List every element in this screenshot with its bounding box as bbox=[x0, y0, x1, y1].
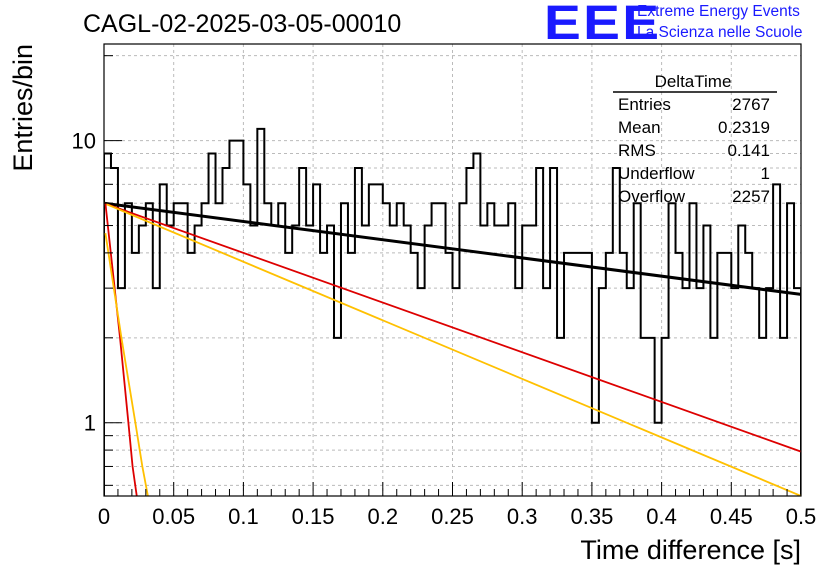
y-tick-label: 1 bbox=[84, 411, 96, 436]
y-tick-label: 10 bbox=[72, 129, 96, 154]
y-axis-label: Entries/bin bbox=[8, 44, 38, 172]
x-tick-label: 0.4 bbox=[646, 504, 677, 529]
fit-curve-1 bbox=[104, 202, 801, 453]
stats-value: 0.2319 bbox=[718, 118, 770, 137]
plot-area bbox=[104, 127, 801, 496]
chart-title: CAGL-02-2025-03-05-00010 bbox=[83, 10, 402, 38]
x-tick-label: 0.05 bbox=[152, 504, 195, 529]
x-tick-label: 0.2 bbox=[368, 504, 399, 529]
x-tick-label: 0.1 bbox=[228, 504, 259, 529]
x-tick-label: 0.45 bbox=[710, 504, 753, 529]
stats-label: Entries bbox=[618, 95, 671, 114]
logo-line-2: La Scienza nelle Scuole bbox=[637, 24, 803, 41]
x-tick-label: 0.15 bbox=[292, 504, 335, 529]
x-tick-label: 0 bbox=[98, 504, 110, 529]
x-axis-label: Time difference [s] bbox=[580, 535, 801, 565]
x-tick-label: 0.3 bbox=[507, 504, 538, 529]
fit-curve-4 bbox=[104, 232, 149, 496]
eee-logo: EEE bbox=[544, 0, 662, 50]
stats-value: 1 bbox=[761, 164, 770, 183]
logo-line-1: Extreme Energy Events bbox=[637, 3, 800, 20]
x-tick-label: 0.25 bbox=[431, 504, 474, 529]
stats-value: 2257 bbox=[732, 187, 770, 206]
axis-ticks bbox=[103, 55, 802, 496]
fit-curve-0 bbox=[104, 201, 801, 296]
stats-label: Mean bbox=[618, 118, 661, 137]
histogram-steps bbox=[104, 127, 801, 496]
stats-label: Overflow bbox=[618, 187, 686, 206]
stats-value: 0.141 bbox=[727, 141, 770, 160]
stats-title: DeltaTime bbox=[655, 72, 732, 91]
x-tick-label: 0.5 bbox=[786, 504, 817, 529]
fit-curve-2 bbox=[104, 202, 801, 496]
stats-label: Underflow bbox=[618, 164, 695, 183]
x-tick-label: 0.35 bbox=[570, 504, 613, 529]
stats-label: RMS bbox=[618, 141, 656, 160]
stats-value: 2767 bbox=[732, 95, 770, 114]
